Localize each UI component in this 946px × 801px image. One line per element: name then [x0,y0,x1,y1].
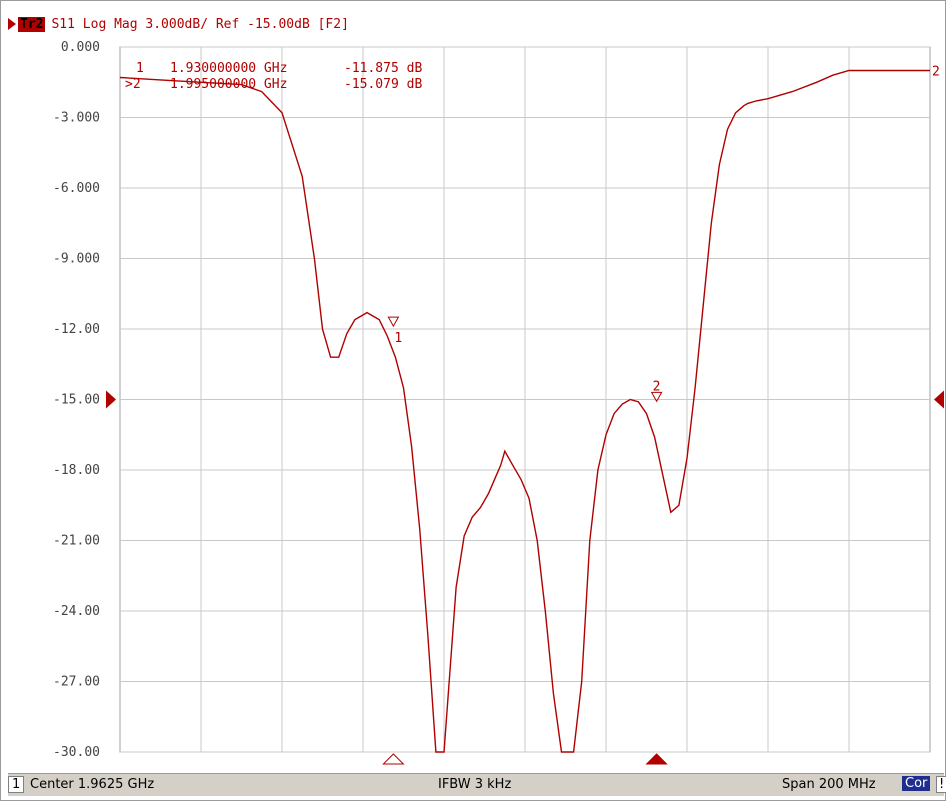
trace-end-label: 2 [932,65,940,80]
y-tick-label: -6.000 [53,181,100,196]
y-tick-label: -18.00 [53,463,100,478]
marker-label: 1 [394,331,402,346]
y-tick-labels: 0.000 -3.000 -6.000 -9.000 -12.00 -15.00 -18.0… [53,40,100,760]
stimulus-marker-icon [645,753,668,765]
active-trace-arrow-icon [8,18,16,30]
reference-level-right-icon [934,390,944,409]
readout-frequency: 1.995000000 GHz [170,77,287,92]
stimulus-marker-icon [382,753,405,765]
grid [119,46,931,753]
marker-points: 12 [387,316,663,403]
y-tick-label: -30.00 [53,745,100,760]
trace-badge[interactable]: Tr2 [18,16,46,32]
ifbw-setting[interactable]: IFBW 3 kHz [438,777,512,792]
span-setting[interactable]: Span 200 MHz [782,777,876,792]
marker-triangle-icon [650,391,663,403]
y-tick-label: -21.00 [53,534,100,549]
readout-frequency: 1.930000000 GHz [170,61,287,76]
marker-label: 2 [653,379,661,394]
y-tick-label: -15.00 [53,393,100,408]
stimulus-markers [382,753,668,765]
center-frequency[interactable]: Center 1.9625 GHz [30,777,155,792]
y-tick-label: -24.00 [53,604,100,619]
trace-header[interactable]: Tr2 S11 Log Mag 3.000dB/ Ref -15.00dB [F… [8,14,349,34]
readout-value: -15.079 dB [344,77,422,92]
readout-label: 1 [136,61,144,76]
trace-line [119,69,930,753]
y-tick-label: 0.000 [61,40,100,55]
y-tick-label: -9.000 [53,252,100,267]
warning-indicator[interactable]: ! [936,776,946,793]
y-tick-label: -27.00 [53,675,100,690]
channel-number[interactable]: 1 [8,776,25,793]
marker-triangle-icon [387,316,400,328]
reference-level-left-icon [106,390,116,409]
y-tick-label: -12.00 [53,322,100,337]
y-tick-label: -3.000 [53,111,100,126]
correction-status[interactable]: Cor [902,776,931,791]
trace-settings-text: S11 Log Mag 3.000dB/ Ref -15.00dB [F2] [51,16,349,32]
marker-readout: 1 1.930000000 GHz -11.875 dB >2 1.995000000 … [125,61,422,92]
readout-label: >2 [125,77,141,92]
reference-level-markers [106,390,944,409]
readout-value: -11.875 dB [344,61,422,76]
status-bar: 1 Center 1.9625 GHz IFBW 3 kHz Span 200 … [8,773,946,796]
